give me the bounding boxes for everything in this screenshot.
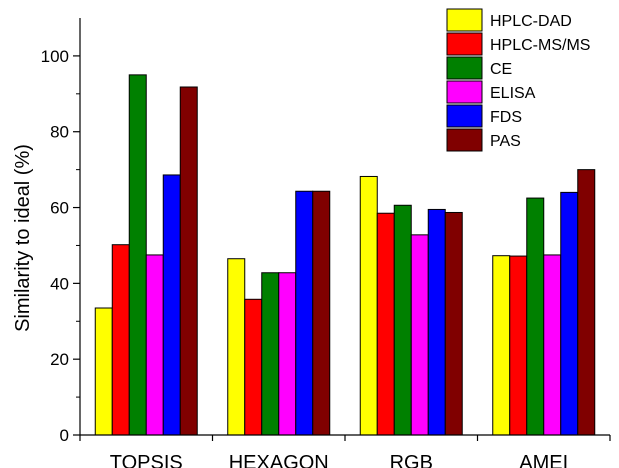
legend-swatch — [446, 128, 483, 152]
bar-rgb-pas — [444, 211, 463, 436]
legend-label: FDS — [490, 109, 522, 126]
legend-label: CE — [490, 61, 512, 78]
bar-topsis-pas — [179, 86, 198, 436]
legend-label: PAS — [490, 133, 521, 150]
bar-rgb-elisa — [410, 234, 429, 436]
bar-rgb-fds — [427, 208, 446, 436]
bar-amei-ce — [526, 197, 545, 436]
bars-layer — [94, 74, 596, 436]
y-axis-title: Similarity to ideal (%) — [12, 144, 34, 332]
bar-amei-elisa — [543, 254, 562, 436]
bar-hexagon-elisa — [278, 272, 297, 436]
x-tick-label: HEXAGON — [229, 452, 329, 468]
bar-amei-hplc-dad — [492, 255, 511, 436]
x-tick-label: AMEI — [519, 452, 568, 468]
legend-label: HPLC-DAD — [490, 13, 572, 30]
legend: HPLC-DAD HPLC-MS/MS CE ELISA FDS PAS — [446, 8, 590, 152]
bar-hexagon-fds — [295, 190, 314, 436]
bar-topsis-fds — [162, 174, 181, 436]
bar-hexagon-hplc-ms-ms — [244, 298, 263, 436]
bar-hexagon-hplc-dad — [227, 258, 246, 436]
x-tick-label: RGB — [390, 452, 433, 468]
y-tick-label: 60 — [50, 199, 69, 218]
bar-topsis-elisa — [145, 254, 164, 436]
y-tick-label: 0 — [60, 426, 69, 445]
y-tick-label: 20 — [50, 350, 69, 369]
legend-swatch — [446, 32, 483, 56]
bar-rgb-hplc-ms-ms — [376, 212, 395, 436]
legend-label: ELISA — [490, 85, 536, 102]
x-tick-label: TOPSIS — [110, 452, 183, 468]
y-tick-label: 80 — [50, 123, 69, 142]
bar-amei-fds — [560, 191, 579, 436]
y-tick-label: 40 — [50, 274, 69, 293]
legend-swatch — [446, 56, 483, 80]
bar-hexagon-ce — [261, 272, 280, 436]
axes-layer: TOPSIS HEXAGON RGB AMEI 0 20 40 60 80 100 — [41, 18, 611, 468]
y-tick-label: 100 — [41, 47, 69, 66]
bar-hexagon-pas — [312, 190, 331, 436]
legend-swatch — [446, 104, 483, 128]
legend-swatch — [446, 80, 483, 104]
bar-amei-pas — [577, 169, 596, 436]
bar-rgb-hplc-dad — [359, 175, 378, 436]
bar-topsis-hplc-ms-ms — [111, 244, 130, 436]
bar-amei-hplc-ms-ms — [509, 255, 528, 436]
bar-topsis-hplc-dad — [94, 307, 113, 436]
bar-rgb-ce — [393, 204, 412, 436]
bar-topsis-ce — [128, 74, 147, 436]
legend-swatch — [446, 8, 483, 32]
legend-label: HPLC-MS/MS — [490, 37, 590, 54]
